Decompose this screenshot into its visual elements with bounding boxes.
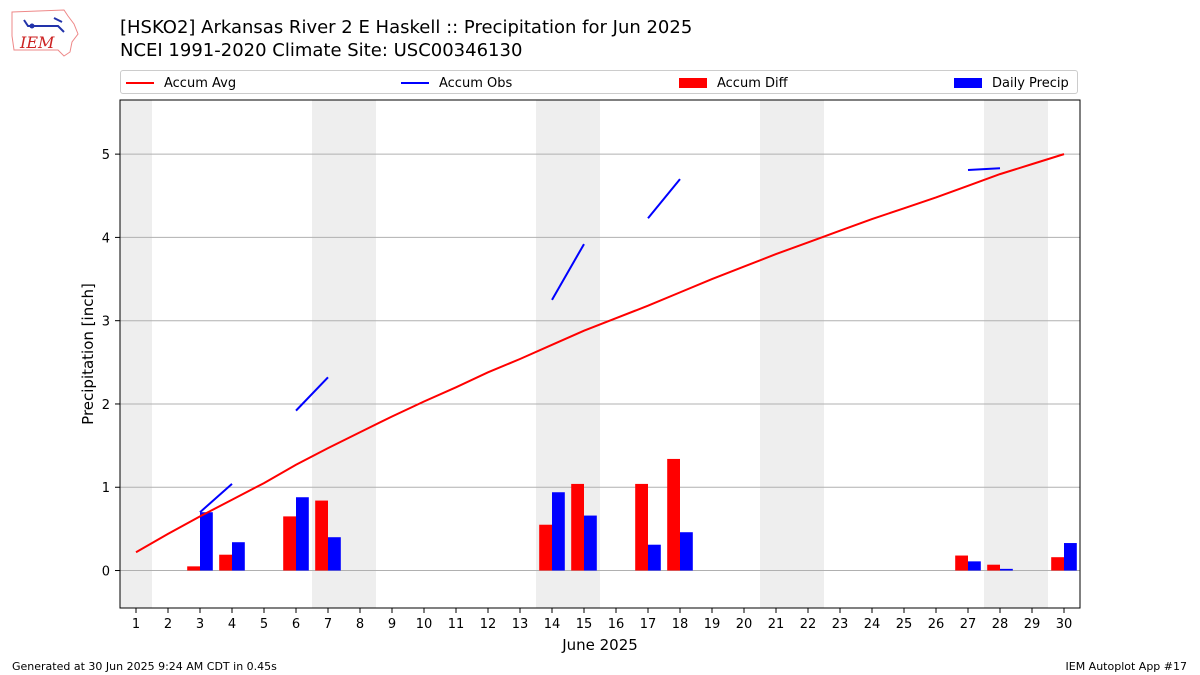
x-tick-label: 20 xyxy=(736,617,753,632)
accum-diff-bar xyxy=(667,458,680,571)
legend-label: Accum Diff xyxy=(717,75,788,91)
x-tick-label: 6 xyxy=(292,617,300,632)
x-tick-label: 13 xyxy=(512,617,529,632)
daily-precip-bar xyxy=(1064,543,1077,571)
logo-wind-vane xyxy=(23,17,65,33)
weekend-shade xyxy=(984,100,1016,608)
legend-swatch-accum-diff xyxy=(679,78,707,88)
x-tick-label: 17 xyxy=(640,617,657,632)
accum-diff-bar xyxy=(571,483,584,571)
x-tick-label: 29 xyxy=(1024,617,1041,632)
y-tick-label: 3 xyxy=(102,315,110,330)
y-tick-label: 2 xyxy=(102,398,110,413)
legend-label: Accum Obs xyxy=(439,75,513,91)
x-tick-label: 8 xyxy=(356,617,364,632)
weekend-shade xyxy=(536,100,568,608)
x-tick-label: 2 xyxy=(164,617,172,632)
legend-item-accum-obs: Accum Obs xyxy=(401,73,512,93)
footer-generated: Generated at 30 Jun 2025 9:24 AM CDT in … xyxy=(12,660,277,673)
x-tick-label: 27 xyxy=(960,617,977,632)
accum-obs-segment xyxy=(647,178,681,219)
x-tick-label: 25 xyxy=(896,617,913,632)
weekend-shade xyxy=(312,100,344,608)
accum-obs-segment xyxy=(199,483,233,513)
accum-diff-bar xyxy=(539,524,552,571)
x-tick-label: 22 xyxy=(800,617,817,632)
legend-swatch-accum-obs xyxy=(401,82,429,84)
daily-precip-bar xyxy=(968,561,981,571)
accum-diff-bar xyxy=(987,564,1000,571)
accum-diff-bar xyxy=(955,555,968,571)
chart-title-line2: NCEI 1991-2020 Climate Site: USC00346130 xyxy=(120,40,523,61)
daily-precip-bar xyxy=(296,497,309,571)
accum-diff-bar xyxy=(315,500,328,571)
legend-swatch-accum-avg xyxy=(126,82,154,84)
y-axis-label: Precipitation [inch] xyxy=(79,283,97,425)
legend-label: Daily Precip xyxy=(992,75,1069,91)
y-tick-label: 4 xyxy=(102,231,110,246)
weekend-shade xyxy=(120,100,152,608)
daily-precip-bar xyxy=(232,542,245,571)
legend-item-daily-precip: Daily Precip xyxy=(954,73,1069,93)
x-tick-label: 10 xyxy=(416,617,433,632)
weekend-shade xyxy=(568,100,600,608)
x-tick-label: 16 xyxy=(608,617,625,632)
x-tick-label: 7 xyxy=(324,617,332,632)
x-tick-label: 12 xyxy=(480,617,497,632)
x-tick-label: 23 xyxy=(832,617,849,632)
legend-item-accum-avg: Accum Avg xyxy=(126,73,236,93)
x-tick-label: 4 xyxy=(228,617,236,632)
daily-precip-bar xyxy=(328,537,341,571)
plot-frame xyxy=(119,99,1081,609)
iem-logo: IEM xyxy=(11,9,79,57)
accum-avg-line xyxy=(135,153,1065,554)
logo-text: IEM xyxy=(19,33,55,52)
daily-precip-bar xyxy=(680,532,693,571)
x-tick-label: 15 xyxy=(576,617,593,632)
x-tick-label: 11 xyxy=(448,617,465,632)
daily-precip-bar xyxy=(584,515,597,571)
weekend-shade xyxy=(1016,100,1048,608)
weekend-shade xyxy=(760,100,792,608)
legend: Accum Avg Accum Obs Accum Diff Daily Pre… xyxy=(120,70,1078,94)
accum-obs-segment xyxy=(295,376,329,412)
accum-diff-bar xyxy=(1051,557,1064,571)
chart-title-line1: [HSKO2] Arkansas River 2 E Haskell :: Pr… xyxy=(120,17,693,38)
x-axis-label: June 2025 xyxy=(561,636,638,654)
legend-swatch-daily-precip xyxy=(954,78,982,88)
x-tick-label: 24 xyxy=(864,617,881,632)
footer-app-id: IEM Autoplot App #17 xyxy=(1065,660,1188,673)
y-tick-label: 5 xyxy=(102,148,110,163)
daily-precip-bar xyxy=(648,544,661,571)
x-tick-label: 19 xyxy=(704,617,721,632)
weekend-shade xyxy=(344,100,376,608)
accum-diff-bar xyxy=(635,483,648,571)
x-tick-label: 26 xyxy=(928,617,945,632)
x-tick-label: 3 xyxy=(196,617,204,632)
y-tick-label: 0 xyxy=(102,565,110,580)
daily-precip-bar xyxy=(552,492,565,571)
legend-item-accum-diff: Accum Diff xyxy=(679,73,788,93)
accum-diff-bar xyxy=(219,554,232,571)
x-tick-label: 1 xyxy=(132,617,140,632)
x-tick-label: 28 xyxy=(992,617,1009,632)
legend-label: Accum Avg xyxy=(164,75,237,91)
x-tick-label: 30 xyxy=(1056,617,1073,632)
x-tick-label: 18 xyxy=(672,617,689,632)
daily-precip-bar xyxy=(1000,568,1013,571)
accum-diff-bar xyxy=(283,516,296,571)
accum-obs-segment xyxy=(967,167,1001,171)
y-tick-label: 1 xyxy=(102,481,110,496)
x-tick-label: 14 xyxy=(544,617,561,632)
x-tick-label: 5 xyxy=(260,617,268,632)
x-tick-label: 9 xyxy=(388,617,396,632)
accum-diff-bar xyxy=(187,566,200,571)
accum-obs-segment xyxy=(551,243,585,301)
iowa-map-outline xyxy=(11,9,79,57)
x-tick-label: 21 xyxy=(768,617,785,632)
weekend-shade xyxy=(792,100,824,608)
daily-precip-bar xyxy=(200,512,213,571)
